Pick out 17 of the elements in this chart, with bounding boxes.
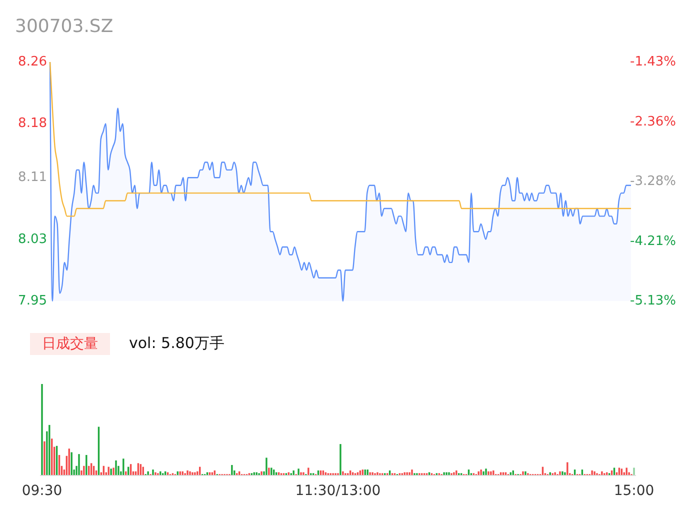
text: 日成交量 <box>42 336 98 352</box>
y-tick-label: 8.26 <box>18 54 47 70</box>
y-tick-label: 8.03 <box>18 232 47 247</box>
x-tick-label: 09:30 <box>22 483 62 499</box>
y2-tick-label: -4.21% <box>630 234 676 250</box>
y-tick-label: 8.18 <box>18 116 47 132</box>
chart-title: 300703.SZ <box>15 16 114 37</box>
y2-tick-label: -3.28% <box>630 174 676 190</box>
line-series <box>49 61 632 217</box>
y2-tick-label: -2.36% <box>630 114 676 130</box>
y-tick-label: 8.11 <box>18 170 47 186</box>
text: vol: 5.80万手 <box>129 334 224 352</box>
y-tick-label: 7.95 <box>18 294 47 309</box>
x-tick-label: 11:30/13:00 <box>295 483 381 499</box>
y2-tick-label: -1.43% <box>630 54 676 70</box>
x-tick-label: 15:00 <box>614 483 654 499</box>
y2-tick-label: -5.13% <box>630 294 676 309</box>
